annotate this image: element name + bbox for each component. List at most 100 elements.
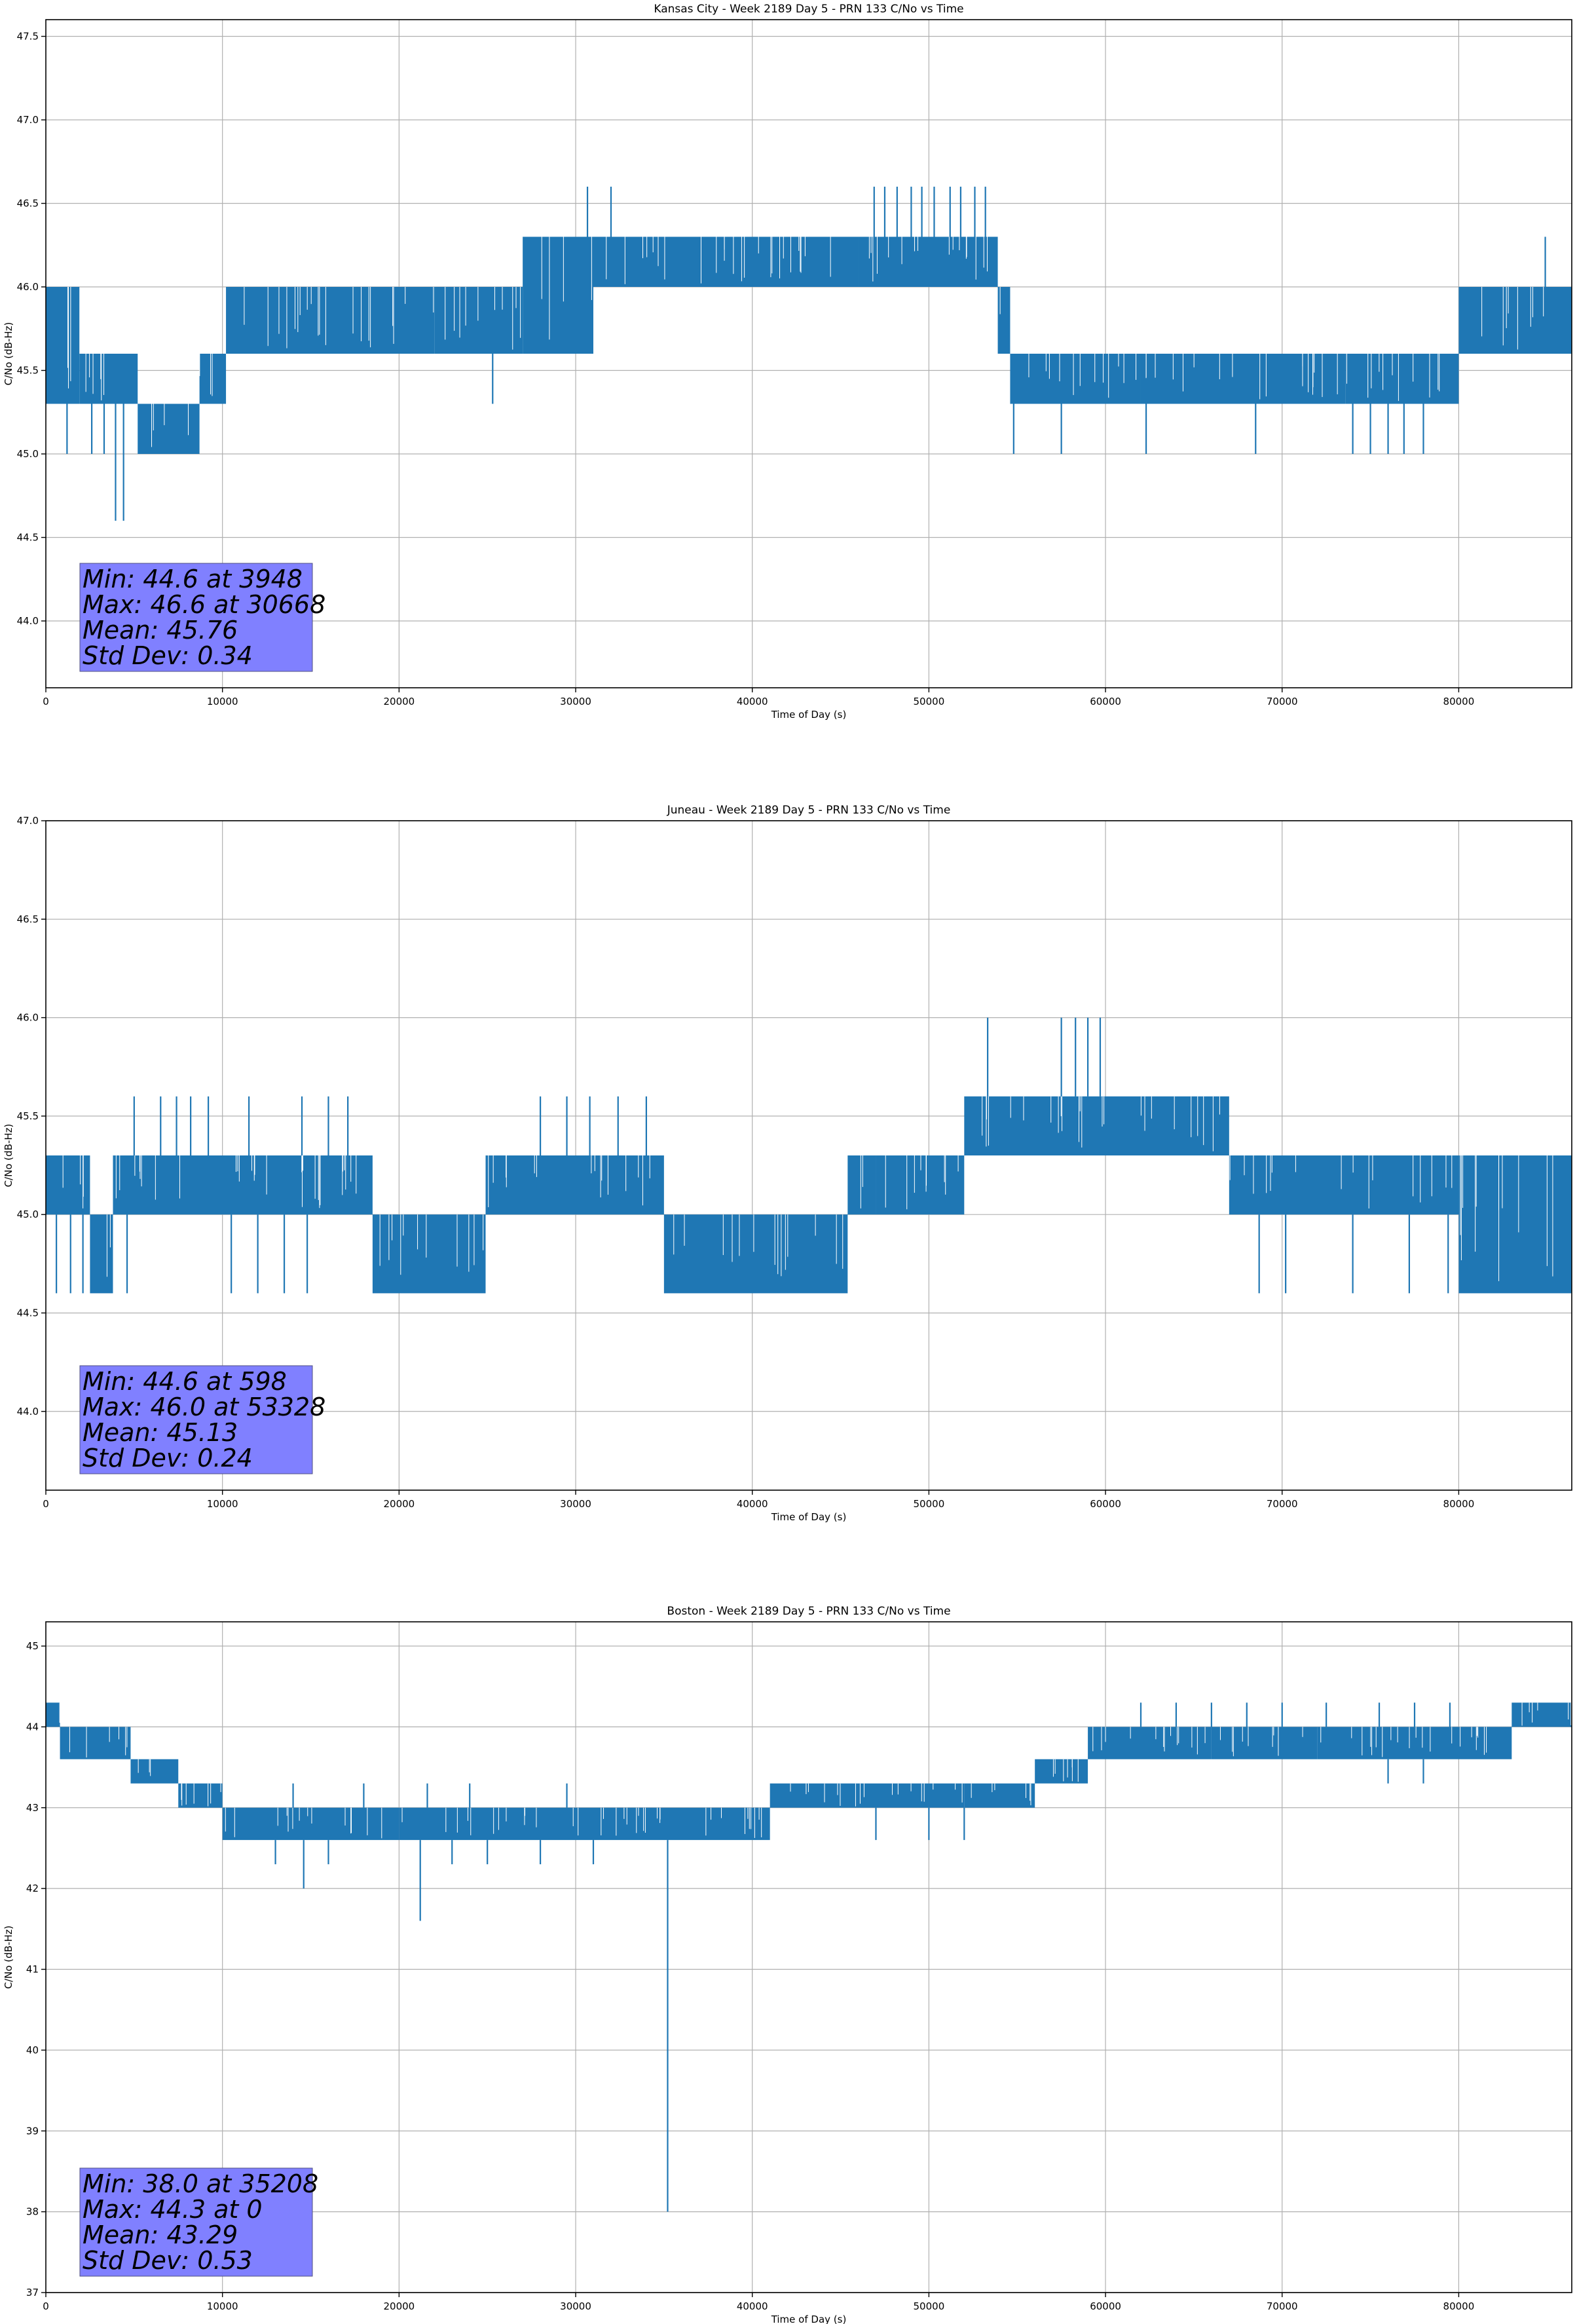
axes-frame (45, 1621, 1572, 2293)
signal-band (226, 287, 435, 354)
y-tick-label: 45.5 (17, 365, 39, 377)
x-tick-label: 40000 (737, 696, 768, 707)
x-tick-label: 0 (43, 1498, 49, 1510)
x-tick-label: 50000 (914, 2300, 945, 2312)
chart-panel-0: 0 10000 20000 30000 40000 50000 60000 70000 8000… (3, 3, 1572, 721)
axes-frame (45, 19, 1572, 688)
x-tick-label: 70000 (1267, 696, 1298, 707)
x-tick-label: 30000 (560, 1498, 591, 1510)
x-tick-label: 10000 (207, 696, 238, 707)
signal-band (997, 287, 1011, 354)
signal-band (399, 1807, 576, 1841)
stats-max: Max: 46.0 at 53328 (83, 1393, 325, 1421)
signal-band (593, 236, 859, 287)
y-tick-label: 45 (26, 1640, 39, 1652)
stats-std: Std Dev: 0.53 (83, 2246, 253, 2275)
chart-title: Juneau - Week 2189 Day 5 - PRN 133 C/No … (667, 804, 951, 817)
x-tick-label: 20000 (383, 696, 415, 707)
signal-band (372, 1214, 486, 1294)
y-tick-label: 44 (26, 1721, 39, 1733)
stats-std: Std Dev: 0.34 (83, 641, 253, 670)
signal-band (1035, 1759, 1088, 1784)
axes-frame (45, 820, 1572, 1491)
x-tick-label: 80000 (1443, 1498, 1475, 1510)
signal-band (770, 1783, 965, 1808)
x-tick-label: 70000 (1267, 2300, 1298, 2312)
signal-band (1458, 287, 1572, 354)
signal-band (1140, 354, 1346, 404)
x-tick-label: 80000 (1443, 2300, 1475, 2312)
stats-box (79, 563, 313, 672)
x-tick-label: 0 (43, 696, 49, 707)
signal-band (60, 1727, 131, 1759)
chart-title: Boston - Week 2189 Day 5 - PRN 133 C/No … (667, 1605, 950, 1618)
signal-band (1010, 354, 1141, 404)
y-tick-label: 44.0 (17, 615, 39, 627)
chart-panel-1: 0 10000 20000 30000 40000 50000 60000 70000 8000… (3, 804, 1572, 1523)
data-series (46, 1702, 1572, 2212)
signal-band (130, 1759, 179, 1784)
signal-band (1229, 1155, 1459, 1215)
x-tick-label: 60000 (1090, 696, 1121, 707)
y-tick-label: 45.0 (17, 448, 39, 460)
stats-box (79, 1365, 313, 1474)
stats-mean: Mean: 45.13 (83, 1418, 238, 1447)
y-tick-label: 46.0 (17, 1012, 39, 1024)
signal-band (523, 236, 593, 354)
y-tick-label: 43 (26, 1802, 39, 1814)
chart-title: Kansas City - Week 2189 Day 5 - PRN 133 … (654, 3, 963, 16)
x-tick-label: 50000 (914, 696, 945, 707)
signal-band (663, 1214, 848, 1294)
x-axis-label: Time of Day (s) (771, 2314, 847, 2324)
stats-mean: Mean: 43.29 (83, 2221, 238, 2249)
x-tick-label: 30000 (560, 696, 591, 707)
signal-band (485, 1155, 664, 1215)
signal-band (847, 1155, 876, 1215)
x-tick-label: 20000 (383, 1498, 415, 1510)
signal-band (222, 1807, 399, 1841)
y-tick-label: 45.5 (17, 1110, 39, 1122)
data-series (46, 187, 1572, 521)
x-tick-label: 70000 (1267, 1498, 1298, 1510)
stats-std: Std Dev: 0.24 (83, 1444, 253, 1472)
x-axis-label: Time of Day (s) (771, 1511, 847, 1523)
y-tick-label: 39 (26, 2125, 39, 2137)
signal-band (1317, 1727, 1512, 1759)
signal-band (46, 1702, 60, 1727)
signal-band (46, 287, 80, 404)
y-tick-label: 46.5 (17, 913, 39, 925)
stats-mean: Mean: 45.76 (83, 616, 238, 645)
y-axis-label: C/No (dB-Hz) (3, 1124, 14, 1188)
y-tick-label: 44.5 (17, 1307, 39, 1319)
y-axis-label: C/No (dB-Hz) (3, 322, 14, 386)
chart-panel-2: 0 10000 20000 30000 40000 50000 60000 70000 8000… (3, 1605, 1572, 2324)
signal-band (178, 1783, 223, 1808)
x-tick-label: 0 (43, 2300, 49, 2312)
y-tick-label: 45.0 (17, 1209, 39, 1220)
y-tick-label: 37 (26, 2287, 39, 2298)
x-tick-label: 50000 (914, 1498, 945, 1510)
x-axis-label: Time of Day (s) (771, 709, 847, 721)
y-tick-label: 47.5 (17, 31, 39, 43)
y-axis-label: C/No (dB-Hz) (3, 1926, 14, 1989)
signal-band (434, 287, 523, 354)
x-tick-label: 60000 (1090, 2300, 1121, 2312)
y-tick-label: 41 (26, 1964, 39, 1976)
signal-band (1088, 1727, 1212, 1759)
y-tick-label: 44.0 (17, 1406, 39, 1417)
signal-band (1211, 1727, 1318, 1759)
signal-band (858, 236, 998, 287)
signal-band (964, 1096, 1229, 1155)
signal-band (876, 1155, 965, 1215)
signal-band (113, 1155, 373, 1215)
signal-band (90, 1214, 113, 1294)
y-tick-label: 38 (26, 2206, 39, 2218)
y-tick-label: 42 (26, 1883, 39, 1894)
x-tick-label: 10000 (207, 2300, 238, 2312)
y-tick-label: 40 (26, 2044, 39, 2056)
y-tick-label: 46.5 (17, 198, 39, 210)
stats-min: Min: 44.6 at 3948 (83, 565, 303, 593)
signal-band (138, 403, 200, 454)
signal-band (199, 354, 227, 404)
